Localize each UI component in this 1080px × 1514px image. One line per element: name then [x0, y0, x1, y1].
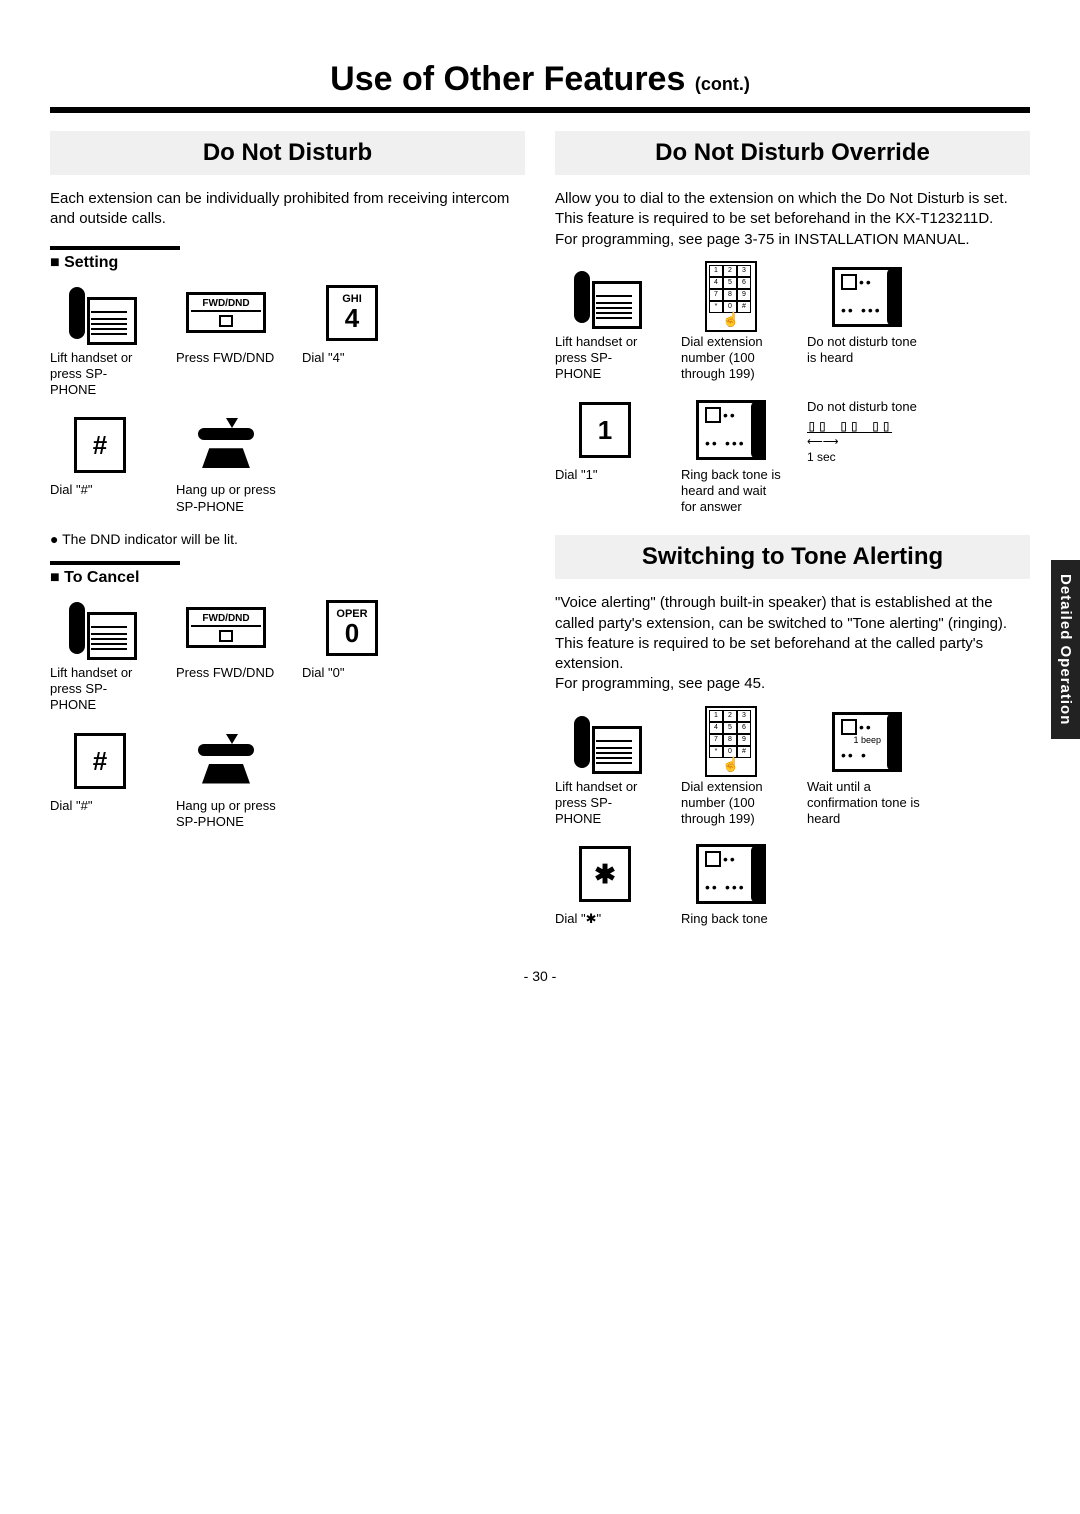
- tone-steps-row2: ✱ Dial "✱" •• ••••• Ring back tone: [555, 843, 1030, 927]
- override-steps-row2: 1 Dial "1" •• ••••• Ring back tone is he…: [555, 399, 1030, 516]
- step-fwd: FWD/DND Press FWD/DND: [176, 597, 276, 714]
- side-tab: Detailed Operation: [1051, 560, 1080, 739]
- phone-icon: [69, 602, 131, 654]
- key-hash-icon: #: [74, 417, 126, 473]
- step-ringback: •• ••••• Ring back tone is heard and wai…: [681, 399, 781, 516]
- step-dial-ext: 123 456 789 *0# ☝ Dial extension number …: [681, 266, 781, 383]
- key-star-icon: ✱: [579, 846, 631, 902]
- speaker-icon: •• ••• 1 beep: [832, 712, 902, 772]
- right-column: Do Not Disturb Override Allow you to dia…: [555, 131, 1030, 944]
- tone-diagram-label: Do not disturb tone: [807, 399, 917, 414]
- key-1-icon: 1: [579, 402, 631, 458]
- step-hangup: Hang up or press SP-PHONE: [176, 414, 276, 515]
- step-lift-label: Lift handset or press SP-PHONE: [50, 350, 150, 399]
- step-lift: Lift handset or press SP-PHONE: [50, 597, 150, 714]
- phone-icon: [574, 271, 636, 323]
- step-fwd: FWD/DND Press FWD/DND: [176, 282, 276, 399]
- step-lift: Lift handset or press SP-PHONE: [50, 282, 150, 399]
- key-0-icon: OPER 0: [326, 600, 378, 656]
- step-dial4-label: Dial "4": [302, 350, 344, 366]
- tone-diagram: Do not disturb tone ▯▯ ▯▯ ▯▯ ⟵⟶ 1 sec: [807, 399, 927, 516]
- step-hangup-label: Hang up or press SP-PHONE: [176, 482, 276, 515]
- speaker-icon: •• •••••: [696, 400, 766, 460]
- step-fwd-label: Press FWD/DND: [176, 350, 274, 366]
- tone-alert-heading: Switching to Tone Alerting: [555, 535, 1030, 579]
- divider: [50, 246, 180, 250]
- step-lift: Lift handset or press SP-PHONE: [555, 266, 655, 383]
- divider: [50, 561, 180, 565]
- step-wait-confirm: •• ••• 1 beep Wait until a confirmation …: [807, 711, 927, 828]
- step-lift: Lift handset or press SP-PHONE: [555, 711, 655, 828]
- dnd-heading: Do Not Disturb: [50, 131, 525, 175]
- step-dial-star: ✱ Dial "✱": [555, 843, 655, 927]
- title-cont: (cont.): [695, 74, 750, 94]
- step-hangup: Hang up or press SP-PHONE: [176, 730, 276, 831]
- left-column: Do Not Disturb Each extension can be ind…: [50, 131, 525, 944]
- cancel-steps-row2: # Dial "#" Hang up or press SP-PHONE: [50, 730, 525, 831]
- override-desc: Allow you to dial to the extension on wh…: [555, 189, 1030, 250]
- page-title: Use of Other Features (cont.): [50, 60, 1030, 99]
- fwd-dnd-button-icon: FWD/DND: [186, 607, 266, 648]
- phone-icon: [574, 716, 636, 768]
- tone-sec-label: 1 sec: [807, 450, 917, 464]
- step-dial0: OPER 0 Dial "0": [302, 597, 402, 714]
- cancel-heading: ■ To Cancel: [50, 569, 525, 587]
- setting-heading: ■ Setting: [50, 254, 525, 272]
- cancel-steps-row1: Lift handset or press SP-PHONE FWD/DND P…: [50, 597, 525, 714]
- override-heading: Do Not Disturb Override: [555, 131, 1030, 175]
- dnd-desc: Each extension can be individually prohi…: [50, 189, 525, 230]
- dnd-bullet: The DND indicator will be lit.: [50, 531, 525, 547]
- setting-steps-row1: Lift handset or press SP-PHONE FWD/DND P…: [50, 282, 525, 399]
- tone-wave-icon: ▯▯ ▯▯ ▯▯: [807, 416, 917, 435]
- speaker-icon: •• •••••: [832, 267, 902, 327]
- tone-steps-row1: Lift handset or press SP-PHONE 123 456 7…: [555, 711, 1030, 828]
- setting-steps-row2: # Dial "#" Hang up or press SP-PHONE: [50, 414, 525, 515]
- tone-alert-desc: "Voice alerting" (through built-in speak…: [555, 593, 1030, 694]
- step-dial4: GHI 4 Dial "4": [302, 282, 402, 399]
- dialpad-icon: 123 456 789 *0# ☝: [705, 706, 757, 777]
- hangup-icon: [196, 422, 256, 468]
- step-dial1: 1 Dial "1": [555, 399, 655, 516]
- step-dnd-tone: •• ••••• Do not disturb tone is heard: [807, 266, 927, 383]
- step-dial-ext: 123 456 789 *0# ☝ Dial extension number …: [681, 711, 781, 828]
- key-hash-icon: #: [74, 733, 126, 789]
- title-main: Use of Other Features: [330, 60, 685, 98]
- step-hash: # Dial "#": [50, 414, 150, 515]
- step-ringback: •• ••••• Ring back tone: [681, 843, 781, 927]
- hangup-icon: [196, 738, 256, 784]
- page-number: - 30 -: [50, 968, 1030, 984]
- speaker-icon: •• •••••: [696, 844, 766, 904]
- override-steps-row1: Lift handset or press SP-PHONE 123 456 7…: [555, 266, 1030, 383]
- dialpad-icon: 123 456 789 *0# ☝: [705, 261, 757, 332]
- step-hash-label: Dial "#": [50, 482, 92, 498]
- title-rule: [50, 107, 1030, 113]
- fwd-dnd-button-icon: FWD/DND: [186, 292, 266, 333]
- key-4-icon: GHI 4: [326, 285, 378, 341]
- step-hash: # Dial "#": [50, 730, 150, 831]
- phone-icon: [69, 287, 131, 339]
